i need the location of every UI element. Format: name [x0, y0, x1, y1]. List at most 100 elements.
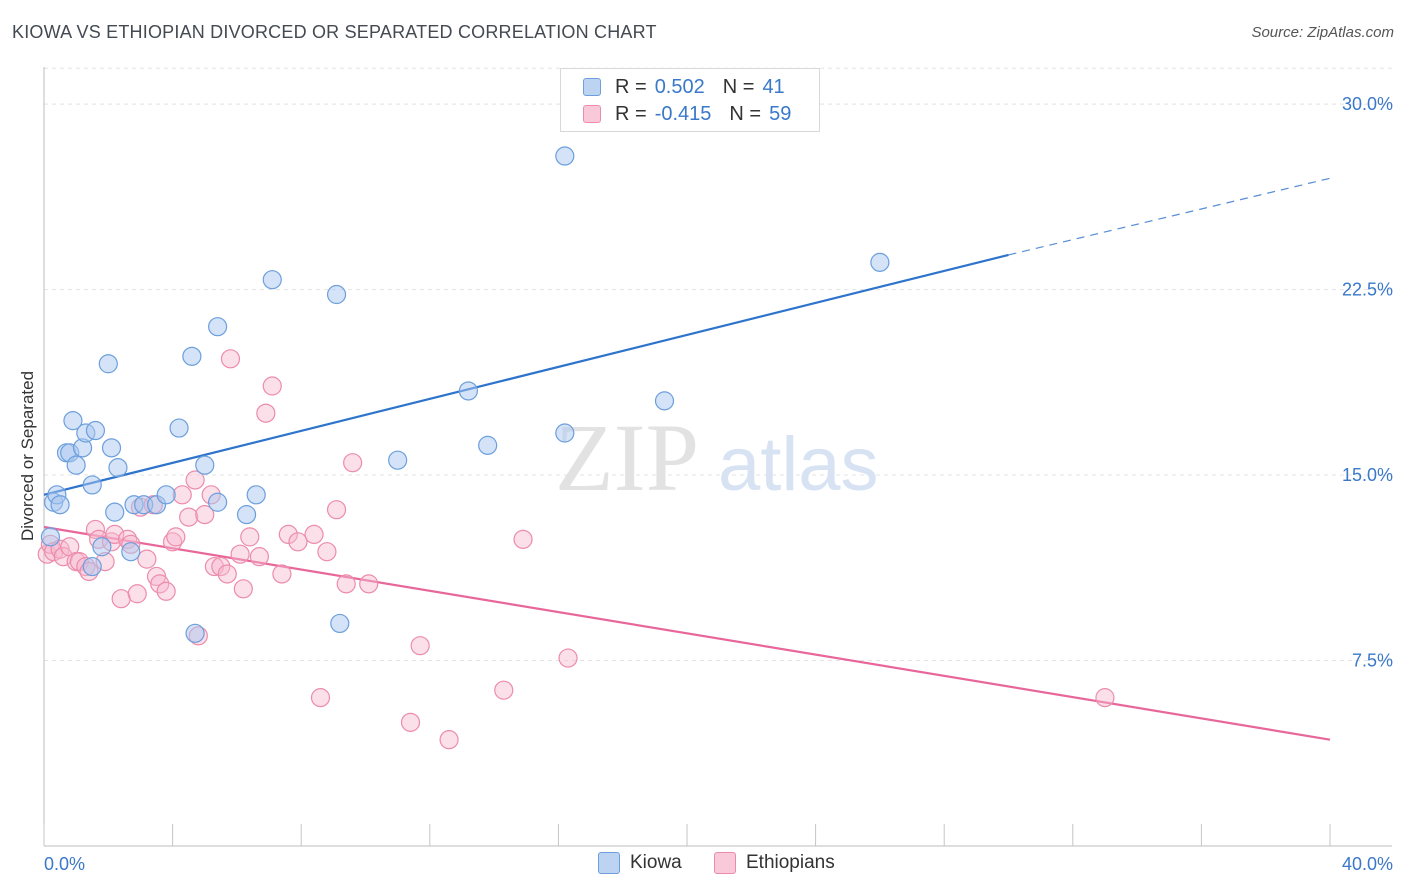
kiowa-point-35 — [458, 381, 478, 401]
kiowa-trend-extension — [1008, 177, 1331, 256]
kiowa-point-6 — [63, 411, 83, 431]
ethiopians-point-36 — [220, 349, 241, 369]
kiowa-point-30 — [246, 485, 266, 505]
ethiopians-point-31 — [195, 505, 215, 525]
legend-ethiopians-swatch — [714, 852, 736, 874]
kiowa-point-14 — [98, 354, 118, 374]
kiowa-point-0 — [40, 527, 61, 547]
watermark-zip: ZIP — [555, 404, 699, 511]
kiowa-point-24 — [182, 346, 202, 366]
kiowa-point-37 — [555, 146, 575, 166]
ethiopians-r-label: R = — [615, 102, 647, 125]
axes — [43, 67, 1392, 847]
legend-row-kiowa: R = 0.502 N = 41 — [583, 74, 785, 100]
kiowa-point-39 — [654, 391, 675, 411]
ethiopians-point-27 — [172, 485, 192, 505]
kiowa-point-15 — [101, 438, 122, 458]
kiowa-swatch — [583, 78, 601, 96]
ethiopians-point-24 — [156, 581, 176, 601]
gridlines — [44, 67, 1392, 662]
ethiopians-point-38 — [233, 579, 253, 599]
ethiopians-point-46 — [304, 524, 324, 545]
ethiopians-point-49 — [326, 500, 347, 520]
kiowa-n-label: N = — [722, 75, 755, 98]
ethiopians-point-56 — [494, 680, 514, 700]
ethiopians-point-44 — [278, 524, 298, 545]
y-tick-label-0: 7.5% — [1352, 651, 1393, 671]
ethiopians-point-34 — [211, 556, 231, 577]
kiowa-point-16 — [105, 502, 125, 522]
ethiopians-point-14 — [105, 524, 125, 545]
ethiopians-point-37 — [230, 544, 250, 564]
kiowa-point-31 — [262, 270, 282, 290]
kiowa-trend-line — [43, 253, 1009, 496]
kiowa-point-27 — [208, 492, 228, 512]
kiowa-n-value: 41 — [762, 75, 785, 98]
ethiopians-swatch — [583, 105, 601, 123]
legend-item-kiowa: Kiowa — [598, 852, 682, 874]
ethiopians-n-label: N = — [729, 102, 762, 125]
trend-lines — [43, 177, 1331, 741]
ethiopians-point-18 — [127, 584, 147, 604]
zipatlas-watermark: ZIP atlas — [555, 404, 879, 511]
legend-row-ethiopians: R = -0.415 N = 59 — [583, 101, 791, 127]
x-tick-label-1: 40.0% — [1342, 854, 1393, 874]
legend-ethiopians-label: Ethiopians — [746, 852, 835, 873]
legend-item-ethiopians: Ethiopians — [714, 852, 835, 874]
kiowa-point-25 — [185, 623, 205, 643]
kiowa-r-value: 0.502 — [654, 75, 705, 98]
source-credit: Source: ZipAtlas.com — [1251, 24, 1394, 41]
kiowa-point-29 — [236, 505, 257, 525]
ethiopians-point-50 — [336, 574, 356, 594]
ethiopians-point-20 — [137, 549, 157, 569]
kiowa-point-7 — [66, 455, 86, 475]
ethiopians-point-57 — [513, 529, 533, 549]
ethiopians-point-55 — [439, 730, 459, 750]
kiowa-point-34 — [388, 450, 408, 470]
kiowa-point-23 — [169, 418, 189, 438]
kiowa-point-36 — [478, 435, 498, 455]
ethiopians-point-53 — [400, 712, 421, 732]
ethiopians-point-45 — [288, 532, 308, 552]
series-legend: Kiowa Ethiopians — [0, 852, 1406, 876]
kiowa-point-38 — [555, 423, 575, 443]
y-tick-label-2: 22.5% — [1342, 280, 1393, 300]
kiowa-point-40 — [870, 252, 890, 272]
ethiopians-point-54 — [410, 636, 430, 656]
ethiopians-point-43 — [272, 564, 292, 584]
chart-title: KIOWA VS ETHIOPIAN DIVORCED OR SEPARATED… — [12, 22, 657, 42]
kiowa-point-3 — [50, 495, 70, 515]
kiowa-point-12 — [82, 556, 102, 577]
legend-kiowa-label: Kiowa — [630, 852, 682, 873]
ethiopians-point-26 — [166, 527, 186, 547]
x-tick-label-0: 0.0% — [44, 854, 85, 874]
kiowa-point-22 — [156, 485, 176, 505]
kiowa-point-11 — [85, 420, 106, 441]
y-tick-label-1: 15.0% — [1342, 465, 1393, 485]
kiowa-point-18 — [121, 542, 141, 562]
ethiopians-point-51 — [343, 453, 363, 473]
ethiopians-point-48 — [317, 542, 337, 562]
ethiopians-point-47 — [310, 688, 331, 708]
ethiopians-point-40 — [249, 547, 270, 567]
ethiopians-trend-line — [43, 525, 1331, 741]
kiowa-point-13 — [92, 537, 112, 557]
watermark-atlas: atlas — [718, 422, 879, 507]
y-tick-label-3: 30.0% — [1342, 94, 1393, 114]
ethiopians-point-28 — [179, 507, 199, 527]
tick-labels: 7.5% 15.0% 22.5% 30.0% 0.0% 40.0% — [44, 94, 1393, 874]
kiowa-point-17 — [108, 458, 128, 478]
ethiopians-n-value: 59 — [769, 102, 792, 125]
data-points — [37, 146, 1115, 750]
ethiopians-point-41 — [256, 403, 276, 423]
ethiopians-point-35 — [217, 564, 237, 584]
ethiopians-point-23 — [150, 574, 170, 594]
ethiopians-point-39 — [240, 527, 260, 547]
ethiopians-point-58 — [558, 648, 578, 668]
kiowa-point-10 — [82, 475, 102, 495]
kiowa-point-26 — [195, 455, 215, 475]
kiowa-r-label: R = — [615, 75, 647, 98]
ethiopians-point-52 — [359, 574, 379, 594]
ethiopians-point-29 — [185, 470, 205, 490]
